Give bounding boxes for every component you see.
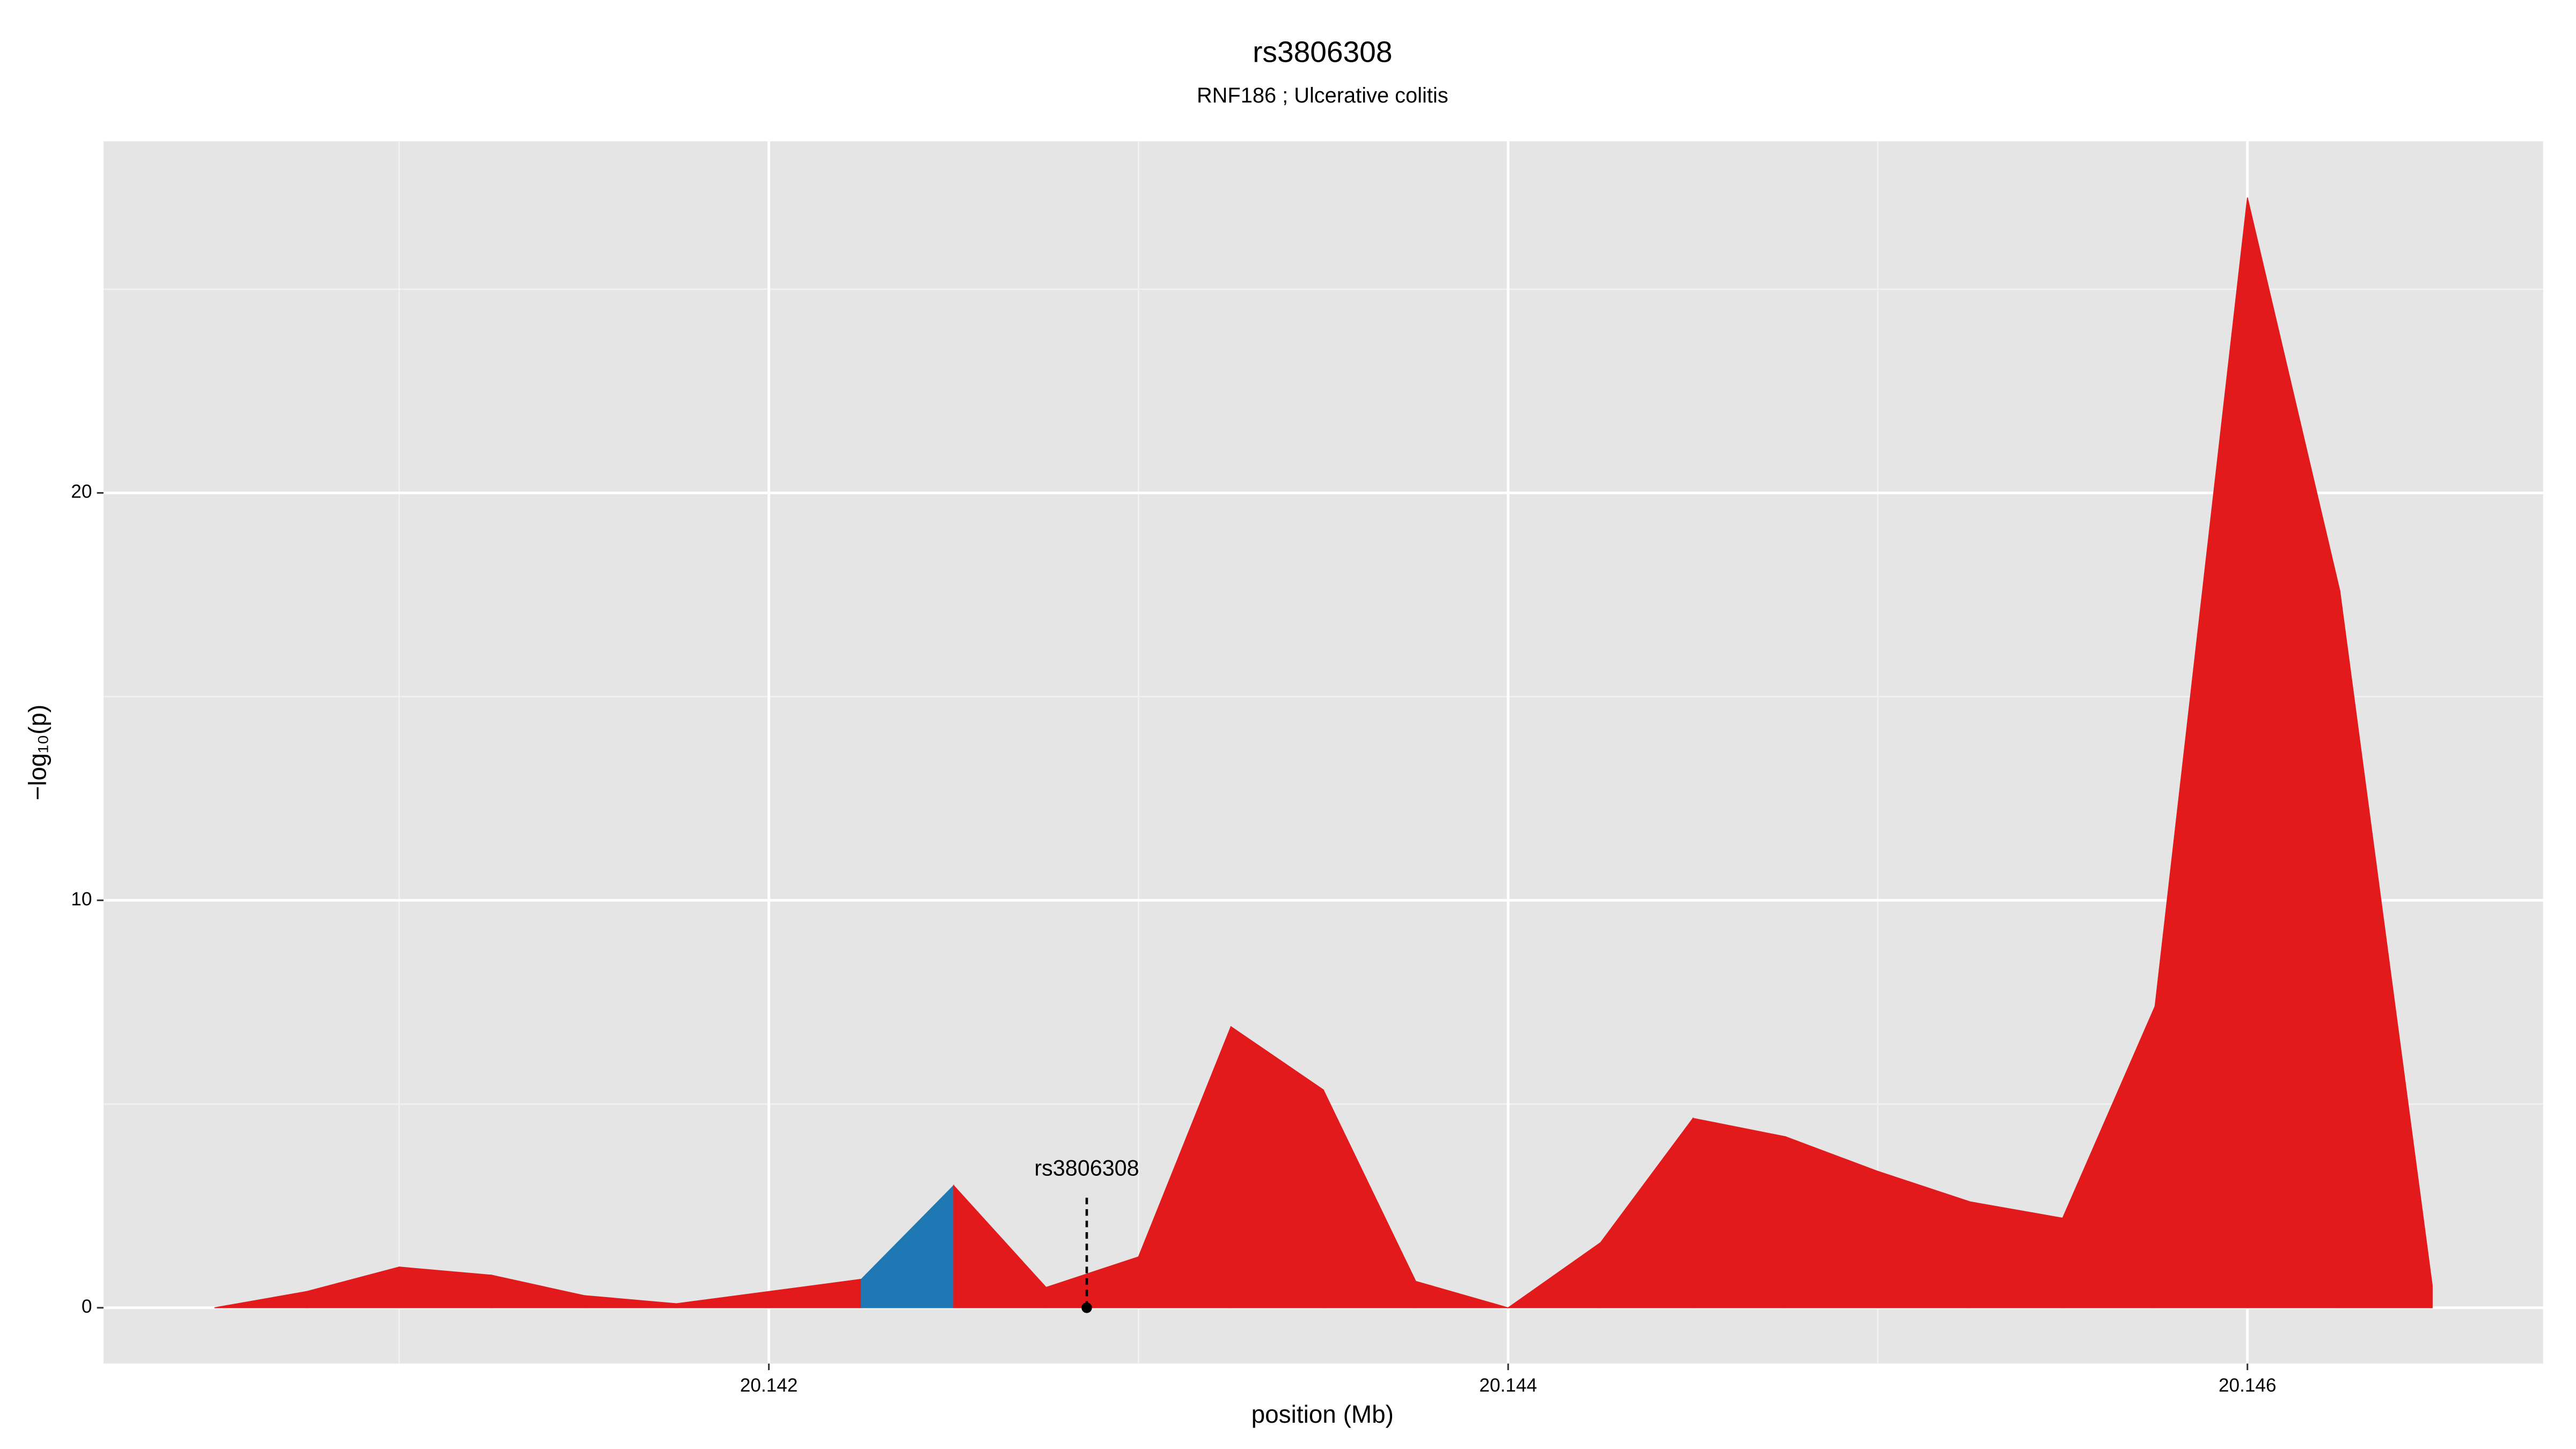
annotation-label: rs3806308 <box>1034 1156 1139 1181</box>
chart-subtitle: RNF186 ; Ulcerative colitis <box>1197 84 1448 107</box>
area-segment <box>1692 1117 1786 1308</box>
area-segment <box>2339 590 2433 1308</box>
chart-title: rs3806308 <box>1253 35 1392 69</box>
x-tick-label: 20.144 <box>1479 1375 1537 1396</box>
area-segment <box>1970 1201 2063 1308</box>
x-tick-label: 20.146 <box>2219 1375 2277 1396</box>
y-axis-label: −log₁₀(p) <box>24 705 52 801</box>
x-tick-label: 20.142 <box>740 1375 798 1396</box>
annotation-point <box>1081 1302 1092 1313</box>
y-tick-label: 0 <box>82 1296 92 1317</box>
area-segment <box>1415 1280 1509 1308</box>
y-tick-label: 20 <box>71 481 92 502</box>
y-tick-label: 10 <box>71 889 92 910</box>
x-axis-label: position (Mb) <box>1252 1400 1394 1428</box>
